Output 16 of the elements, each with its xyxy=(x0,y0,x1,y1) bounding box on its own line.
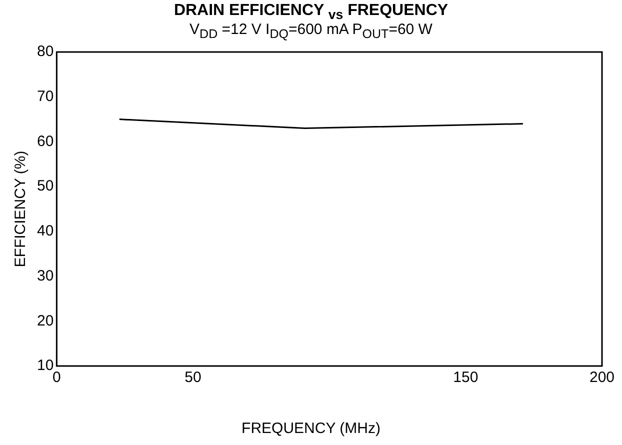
y-tick-label: 50 xyxy=(36,178,54,195)
y-tick-label: 40 xyxy=(36,222,54,240)
y-tick-label: 60 xyxy=(36,132,54,150)
x-tick-label: 200 xyxy=(589,369,615,386)
x-tick-label: 150 xyxy=(453,369,478,386)
y-tick-label: 20 xyxy=(36,312,54,330)
y-axis-title: EFFICIENCY (%) xyxy=(12,150,30,268)
y-tick-label: 10 xyxy=(36,357,54,374)
y-tick-label: 70 xyxy=(36,88,54,105)
chart-title: DRAIN EFFICIENCY $_{vs}$ FREQUENCY xyxy=(172,2,450,22)
y-tick-label: 80 xyxy=(36,43,54,60)
x-axis-title: FREQUENCY (MHz) xyxy=(240,420,382,437)
chart-subtitle: V$_{DD}$ =12 V I$_{DQ}$=600 mA P$_{OUT}$=60 W xyxy=(188,21,434,41)
x-tick-label: 50 xyxy=(184,369,202,386)
x-tick-label: 0 xyxy=(52,369,61,386)
y-tick-label: 30 xyxy=(36,267,54,284)
